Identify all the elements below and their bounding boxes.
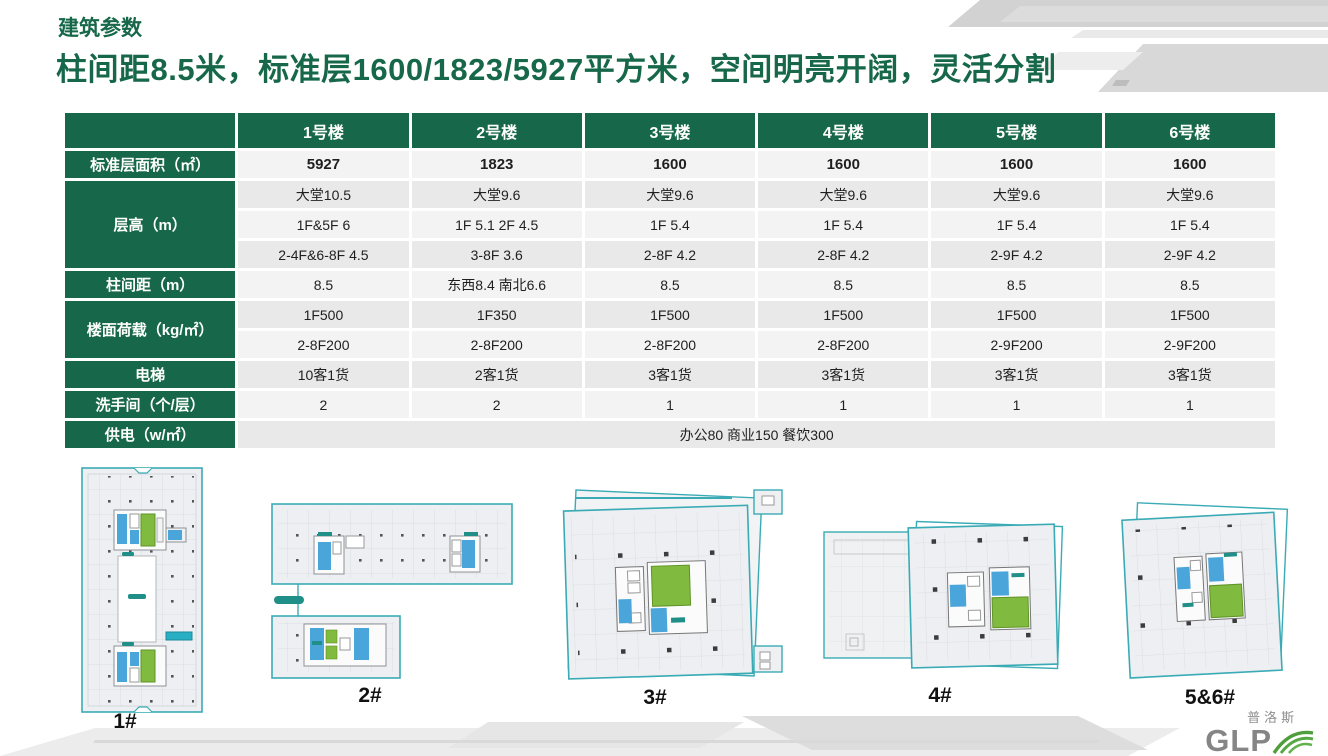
table-cell: 1F500 xyxy=(1104,301,1275,328)
table-cell: 8.5 xyxy=(931,271,1102,298)
floorplan-4 xyxy=(823,520,1064,670)
row-label-floor-load: 楼面荷载（kg/㎡） xyxy=(65,301,236,358)
table-row: 2-4F&6-8F 4.5 3-8F 3.6 2-8F 4.2 2-8F 4.2… xyxy=(65,241,1275,268)
table-cell: 1F 5.1 2F 4.5 xyxy=(411,211,582,238)
page-title: 建筑参数 xyxy=(58,17,142,40)
floorplan-label-2: 2# xyxy=(358,684,382,707)
table-row: 供电（w/㎡） 办公80 商业150 餐饮300 xyxy=(65,421,1275,448)
table-cell: 1600 xyxy=(1104,151,1275,178)
table-cell: 3客1货 xyxy=(758,361,929,388)
col-header-building-2: 2号楼 xyxy=(411,113,582,148)
table-cell: 2-9F 4.2 xyxy=(931,241,1102,268)
table-cell: 8.5 xyxy=(238,271,409,298)
floorplan-label-4: 4# xyxy=(928,684,952,707)
table-cell: 大堂9.6 xyxy=(758,181,929,208)
table-cell: 1600 xyxy=(931,151,1102,178)
col-header-building-4: 4号楼 xyxy=(758,113,929,148)
table-cell: 1F&5F 6 xyxy=(238,211,409,238)
table-row: 楼面荷载（kg/㎡） 1F500 1F350 1F500 1F500 1F500… xyxy=(65,301,1275,358)
table-row: 洗手间（个/层） 2 2 1 1 1 1 xyxy=(65,391,1275,418)
table-cell: 1F 5.4 xyxy=(584,211,756,238)
table-cell: 3客1货 xyxy=(1104,361,1275,388)
table-cell: 8.5 xyxy=(584,271,756,298)
table-cell: 2 xyxy=(238,391,409,418)
page-subtitle: 柱间距8.5米，标准层1600/1823/5927平方米，空间明亮开阔，灵活分割 xyxy=(56,52,1057,87)
table-cell: 5927 xyxy=(238,151,409,178)
floorplan-label-1: 1# xyxy=(113,710,137,733)
table-cell: 2-9F200 xyxy=(1104,331,1275,358)
row-label-column-span: 柱间距（m） xyxy=(65,271,236,298)
col-header-building-6: 6号楼 xyxy=(1104,113,1275,148)
row-label-elevators: 电梯 xyxy=(65,361,236,388)
table-cell: 1F500 xyxy=(584,301,756,328)
table-cell: 1 xyxy=(584,391,756,418)
glp-logo: 普洛斯 GLP xyxy=(1205,707,1314,756)
table-cell: 1 xyxy=(758,391,929,418)
table-cell: 1 xyxy=(931,391,1102,418)
table-row: 1F&5F 6 1F 5.1 2F 4.5 1F 5.4 1F 5.4 1F 5… xyxy=(65,211,1275,238)
table-cell: 2-8F200 xyxy=(411,331,582,358)
table-row: 2-8F200 2-8F200 2-8F200 2-8F200 2-9F200 … xyxy=(65,331,1275,358)
table-cell: 东西8.4 南北6.6 xyxy=(411,271,582,298)
table-cell: 1600 xyxy=(584,151,756,178)
table-cell: 10客1货 xyxy=(238,361,409,388)
row-label-power-supply: 供电（w/㎡） xyxy=(65,421,236,448)
floorplan-5-6 xyxy=(1121,502,1289,679)
table-cell: 2-8F 4.2 xyxy=(758,241,929,268)
table-cell: 3-8F 3.6 xyxy=(411,241,582,268)
table-cell: 8.5 xyxy=(758,271,929,298)
logo-wordmark: GLP xyxy=(1205,722,1272,756)
row-label-restrooms: 洗手间（个/层） xyxy=(65,391,236,418)
table-header-row: 1号楼 2号楼 3号楼 4号楼 5号楼 6号楼 xyxy=(65,113,1275,148)
table-cell: 1823 xyxy=(411,151,582,178)
table-cell: 8.5 xyxy=(1104,271,1275,298)
table-cell: 1F 5.4 xyxy=(931,211,1102,238)
table-cell: 1F350 xyxy=(411,301,582,328)
table-cell: 大堂9.6 xyxy=(931,181,1102,208)
table-row: 标准层面积（㎡） 5927 1823 1600 1600 1600 1600 xyxy=(65,151,1275,178)
table-cell: 大堂9.6 xyxy=(411,181,582,208)
floorplan-1 xyxy=(81,467,203,713)
table-cell: 2 xyxy=(411,391,582,418)
corner-cell xyxy=(65,113,236,148)
table-cell: 大堂9.6 xyxy=(584,181,756,208)
parameters-table: 1号楼 2号楼 3号楼 4号楼 5号楼 6号楼 标准层面积（㎡） 5927 18… xyxy=(62,110,1278,451)
table-cell: 2客1货 xyxy=(411,361,582,388)
table-cell: 2-8F200 xyxy=(758,331,929,358)
floorplan-label-3: 3# xyxy=(643,686,667,709)
col-header-building-1: 1号楼 xyxy=(238,113,409,148)
table-cell: 1F500 xyxy=(758,301,929,328)
table-cell: 1F 5.4 xyxy=(758,211,929,238)
table-cell: 2-8F 4.2 xyxy=(584,241,756,268)
table-cell: 3客1货 xyxy=(584,361,756,388)
table-row: 层高（m） 大堂10.5 大堂9.6 大堂9.6 大堂9.6 大堂9.6 大堂9… xyxy=(65,181,1275,268)
col-header-building-5: 5号楼 xyxy=(931,113,1102,148)
row-label-floor-height: 层高（m） xyxy=(65,181,236,268)
table-cell: 1 xyxy=(1104,391,1275,418)
table-cell: 2-8F200 xyxy=(584,331,756,358)
table-cell: 大堂9.6 xyxy=(1104,181,1275,208)
table-cell: 办公80 商业150 餐饮300 xyxy=(238,421,1275,448)
table-cell: 大堂10.5 xyxy=(238,181,409,208)
table-row: 柱间距（m） 8.5 东西8.4 南北6.6 8.5 8.5 8.5 8.5 xyxy=(65,271,1275,298)
table-cell: 2-9F200 xyxy=(931,331,1102,358)
table-cell: 1F 5.4 xyxy=(1104,211,1275,238)
col-header-building-3: 3号楼 xyxy=(584,113,756,148)
table-row: 电梯 10客1货 2客1货 3客1货 3客1货 3客1货 3客1货 xyxy=(65,361,1275,388)
table-cell: 2-8F200 xyxy=(238,331,409,358)
table-cell: 1F500 xyxy=(238,301,409,328)
table-cell: 2-4F&6-8F 4.5 xyxy=(238,241,409,268)
table-cell: 3客1货 xyxy=(931,361,1102,388)
floorplan-2 xyxy=(271,503,513,679)
logo-leaf-swoosh-icon xyxy=(1272,730,1314,754)
table-cell: 1F500 xyxy=(931,301,1102,328)
logo-chinese-name: 普洛斯 xyxy=(1247,710,1299,725)
table-cell: 1600 xyxy=(758,151,929,178)
floorplan-label-5-6: 5&6# xyxy=(1184,686,1236,709)
floorplan-3 xyxy=(562,489,783,680)
row-label-area: 标准层面积（㎡） xyxy=(65,151,236,178)
table-cell: 2-9F 4.2 xyxy=(1104,241,1275,268)
